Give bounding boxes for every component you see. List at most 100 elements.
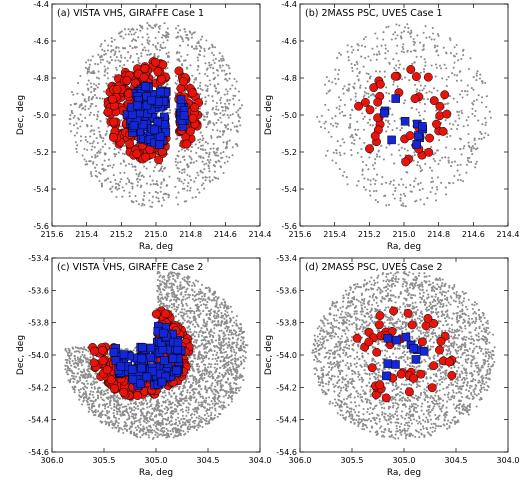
field-source-point	[88, 66, 91, 69]
field-source-point	[415, 199, 418, 202]
field-source-point	[394, 189, 397, 192]
field-source-point	[223, 113, 226, 116]
field-source-point	[202, 182, 205, 185]
field-source-point	[220, 316, 223, 319]
target-square-point	[142, 100, 152, 110]
field-source-point	[229, 321, 232, 324]
field-source-point	[213, 170, 216, 173]
field-source-point	[217, 392, 220, 395]
field-source-point	[198, 316, 201, 319]
field-source-point	[150, 418, 153, 422]
field-source-point	[217, 108, 220, 112]
field-source-point	[223, 306, 226, 310]
field-source-point	[126, 59, 129, 62]
field-source-point	[149, 205, 152, 208]
field-source-point	[89, 399, 92, 402]
field-source-point	[325, 92, 328, 95]
field-source-point	[147, 436, 151, 439]
field-source-point	[74, 141, 77, 144]
field-source-point	[195, 409, 198, 412]
field-source-point	[224, 88, 228, 91]
field-source-point	[343, 85, 346, 88]
field-source-point	[225, 125, 228, 128]
field-source-point	[106, 60, 109, 63]
field-source-point	[71, 112, 74, 115]
field-source-point	[177, 290, 180, 293]
field-source-point	[334, 68, 337, 71]
field-source-point	[472, 88, 475, 91]
field-source-point	[155, 48, 159, 51]
field-source-point	[239, 386, 242, 389]
field-source-point	[199, 38, 202, 41]
field-source-point	[335, 148, 338, 152]
field-source-point	[459, 93, 462, 96]
field-source-point	[444, 186, 447, 189]
field-source-point	[233, 125, 236, 128]
field-source-point	[231, 373, 234, 376]
field-source-point	[131, 165, 134, 168]
field-source-point	[222, 367, 225, 370]
field-source-point	[118, 64, 121, 68]
field-source-point	[92, 140, 95, 143]
field-source-point	[358, 72, 361, 75]
field-source-point	[477, 119, 480, 122]
field-source-point	[134, 194, 137, 198]
panel-a-blue-targets	[122, 82, 190, 150]
field-source-point	[212, 147, 215, 150]
field-source-point	[478, 77, 481, 80]
field-source-point	[201, 395, 204, 398]
field-source-point	[123, 144, 126, 148]
field-source-point	[104, 168, 107, 171]
field-source-point	[432, 153, 435, 156]
field-source-point	[356, 67, 359, 70]
field-source-point	[157, 300, 160, 304]
field-source-point	[374, 70, 378, 73]
field-source-point	[415, 55, 418, 58]
field-source-point	[214, 385, 217, 388]
field-source-point	[230, 397, 233, 400]
field-source-point	[204, 331, 207, 334]
field-source-point	[205, 336, 208, 339]
field-source-point	[121, 186, 124, 189]
field-source-point	[86, 70, 89, 73]
field-source-point	[234, 354, 237, 357]
field-source-point	[374, 32, 377, 35]
field-source-point	[94, 105, 98, 108]
field-source-point	[221, 109, 224, 112]
field-source-point	[238, 330, 241, 333]
field-source-point	[180, 302, 183, 305]
field-source-point	[215, 101, 218, 105]
field-source-point	[423, 70, 426, 73]
field-source-point	[147, 430, 150, 433]
field-source-point	[385, 130, 388, 133]
field-source-point	[198, 191, 201, 194]
field-source-point	[157, 408, 160, 411]
field-source-point	[434, 63, 437, 66]
field-source-point	[456, 169, 459, 172]
field-source-point	[178, 29, 182, 32]
field-source-point	[79, 74, 82, 78]
field-source-point	[472, 147, 475, 150]
field-source-point	[187, 425, 190, 428]
field-source-point	[349, 122, 352, 126]
field-source-point	[72, 116, 75, 119]
field-source-point	[184, 399, 187, 402]
field-source-point	[360, 55, 363, 58]
field-source-point	[87, 406, 90, 409]
field-source-point	[215, 354, 218, 357]
field-source-point	[473, 114, 476, 117]
field-source-point	[183, 178, 186, 181]
field-source-point	[219, 382, 222, 385]
field-source-point	[466, 93, 469, 96]
field-source-point	[455, 127, 459, 131]
field-source-point	[227, 333, 230, 336]
field-source-point	[183, 28, 186, 31]
field-source-point	[122, 159, 125, 162]
field-source-point	[195, 416, 198, 419]
field-source-point	[389, 180, 392, 183]
field-source-point	[104, 407, 107, 410]
field-source-point	[207, 375, 210, 378]
field-source-point	[430, 91, 433, 94]
field-source-point	[229, 128, 232, 131]
